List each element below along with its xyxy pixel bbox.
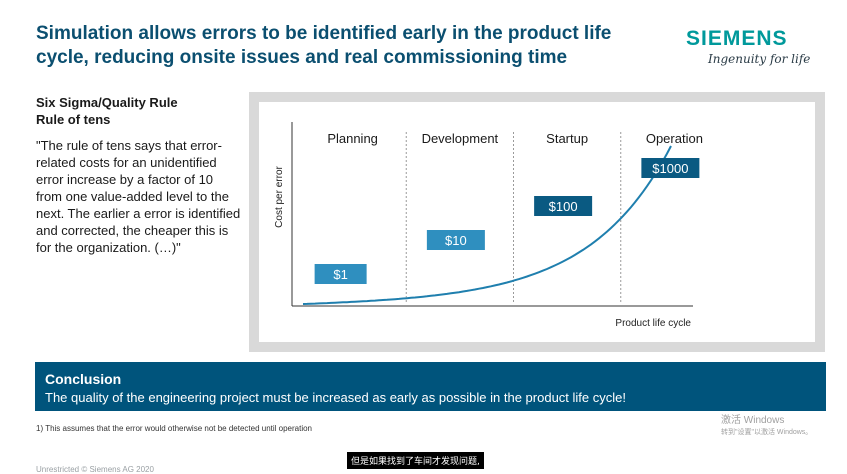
conclusion-text: The quality of the engineering project m… xyxy=(45,390,626,405)
phase-label: Development xyxy=(422,131,499,146)
activation-title: 激活 Windows xyxy=(721,415,785,426)
cost-chart: Cost per error Product life cycle Planni… xyxy=(274,122,703,329)
x-axis-label: Product life cycle xyxy=(615,318,691,329)
activation-subtitle: 转到"设置"以激活 Windows。 xyxy=(721,429,813,436)
rule-heading: Six Sigma/Quality Rule Rule of tens xyxy=(36,94,236,128)
cost-curve xyxy=(302,145,672,305)
phase-label: Startup xyxy=(546,131,588,146)
conclusion-banner: Conclusion The quality of the engineerin… xyxy=(35,362,826,411)
cost-value-box xyxy=(641,158,700,178)
cost-value-label: $1000 xyxy=(652,161,688,176)
y-axis-label: Cost per error xyxy=(274,165,285,227)
copyright-notice: Unrestricted © Siemens AG 2020 xyxy=(36,465,154,474)
footnote: 1) This assumes that the error would oth… xyxy=(36,424,313,433)
chart-frame: Cost per error Product life cycle Planni… xyxy=(249,92,825,352)
logo-tagline: Ingenuity for life xyxy=(708,52,811,66)
phase-label: Operation xyxy=(646,131,703,146)
siemens-logo: SIEMENS Ingenuity for life xyxy=(686,27,816,67)
rule-heading-line1: Six Sigma/Quality Rule xyxy=(36,95,178,110)
video-subtitle: 但是如果找到了车间才发现问题, xyxy=(347,452,484,469)
cost-value-label: $100 xyxy=(549,199,578,214)
rule-of-tens-quote: "The rule of tens says that error-relate… xyxy=(36,138,241,255)
windows-activation-watermark: 激活 Windows 转到"设置"以激活 Windows。 xyxy=(721,416,812,438)
cost-value-box xyxy=(314,264,367,284)
cost-value-box xyxy=(426,230,485,250)
conclusion-title: Conclusion xyxy=(45,371,122,387)
cost-value-label: $10 xyxy=(445,233,467,248)
cost-value-label: $1 xyxy=(333,267,347,282)
chart-panel: Cost per error Product life cycle Planni… xyxy=(259,102,815,342)
phase-label: Planning xyxy=(327,131,378,146)
cost-value-box xyxy=(534,196,593,216)
logo-wordmark: SIEMENS xyxy=(686,27,788,50)
rule-heading-line2: Rule of tens xyxy=(36,112,111,127)
slide-title: Simulation allows errors to be identifie… xyxy=(36,23,612,68)
